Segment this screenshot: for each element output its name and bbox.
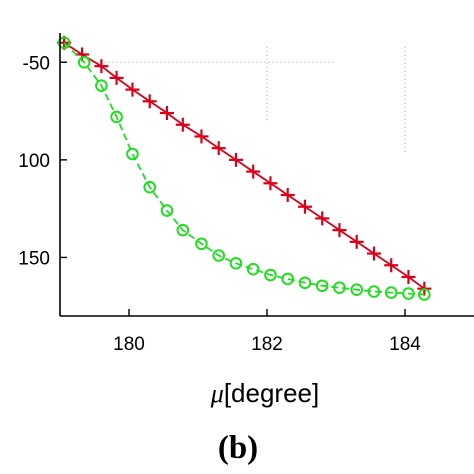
circle-point bbox=[402, 287, 415, 300]
series-circle bbox=[57, 36, 431, 301]
plus-point bbox=[94, 59, 109, 74]
plus-point bbox=[263, 176, 278, 191]
circle-point bbox=[246, 262, 260, 276]
plus-point bbox=[280, 187, 295, 202]
plus-point bbox=[109, 70, 124, 85]
circle-point bbox=[143, 180, 156, 194]
x-axis-label: μ[degree] bbox=[210, 378, 319, 408]
plus-point bbox=[194, 129, 209, 144]
plus-point bbox=[297, 199, 312, 214]
circle-point bbox=[110, 110, 123, 124]
circle-point bbox=[298, 276, 312, 290]
circle-point bbox=[367, 285, 381, 298]
plus-point bbox=[175, 117, 190, 132]
guide-lines bbox=[84, 46, 406, 153]
circle-point bbox=[77, 55, 91, 69]
circle-point bbox=[212, 249, 225, 262]
plus-point bbox=[228, 152, 243, 167]
y-tick-label-2: 150 bbox=[18, 248, 50, 269]
series-line-circle bbox=[63, 42, 425, 296]
plus-point bbox=[142, 94, 157, 109]
circle-point bbox=[126, 147, 139, 161]
plus-point bbox=[366, 246, 381, 261]
tick-labels: 180 182 184 -50 100 150 bbox=[18, 53, 421, 355]
series-line-plus bbox=[63, 42, 425, 290]
plus-point bbox=[384, 258, 399, 273]
series-layer bbox=[57, 35, 432, 301]
panel-label: (b) bbox=[218, 430, 258, 466]
circle-point bbox=[195, 237, 208, 251]
plus-point bbox=[246, 164, 261, 179]
plus-point bbox=[332, 223, 347, 238]
plus-point bbox=[349, 234, 364, 249]
axes bbox=[59, 33, 474, 317]
y-tick-label-0: -50 bbox=[23, 53, 50, 74]
circle-point bbox=[95, 79, 108, 92]
circle-point bbox=[418, 288, 431, 301]
plus-point bbox=[211, 141, 226, 156]
x-tick-label-182: 182 bbox=[251, 334, 283, 355]
circle-point bbox=[57, 36, 71, 50]
x-axis-label-symbol: μ bbox=[210, 379, 224, 408]
circle-point bbox=[264, 268, 277, 282]
y-tick-label-1: 100 bbox=[18, 151, 50, 172]
plus-point bbox=[401, 269, 416, 284]
circle-point bbox=[384, 286, 398, 299]
circle-point bbox=[333, 281, 346, 295]
circle-point bbox=[315, 279, 329, 293]
circle-point bbox=[229, 257, 243, 270]
plus-point bbox=[125, 82, 140, 97]
circle-point bbox=[350, 283, 364, 296]
circle-point bbox=[176, 223, 190, 237]
circle-point bbox=[160, 204, 174, 217]
series-plus bbox=[57, 35, 432, 296]
circle-point bbox=[281, 272, 295, 286]
x-tick-label-184: 184 bbox=[389, 334, 421, 355]
x-axis-label-unit: [degree] bbox=[224, 378, 319, 408]
x-tick-label-180: 180 bbox=[113, 334, 145, 355]
plus-point bbox=[159, 106, 174, 121]
plus-point bbox=[315, 211, 330, 226]
